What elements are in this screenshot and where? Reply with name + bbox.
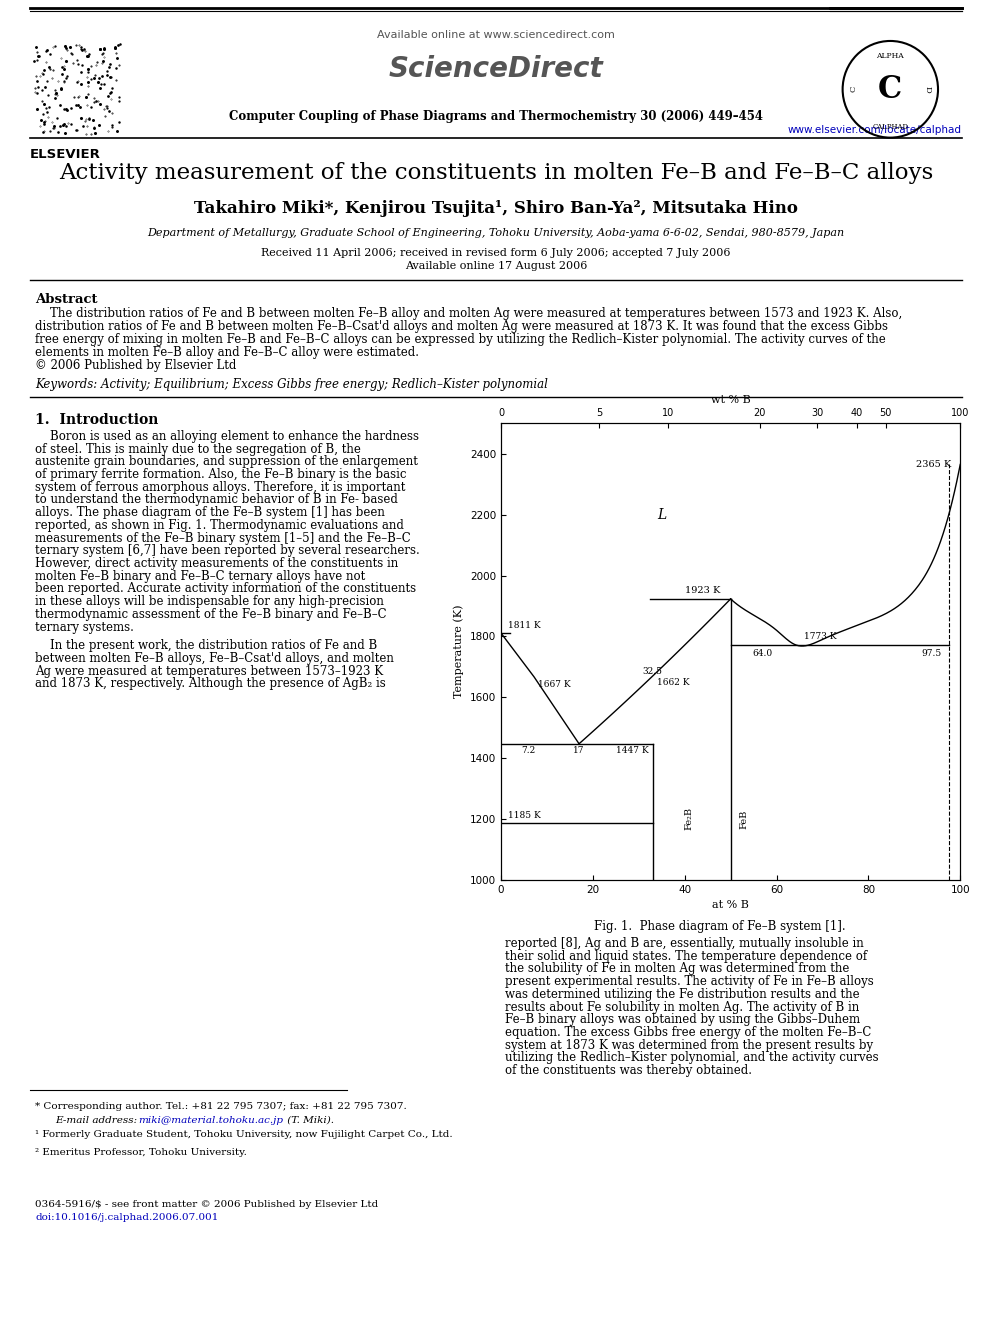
Text: their solid and liquid states. The temperature dependence of: their solid and liquid states. The tempe…	[505, 950, 867, 963]
Text: was determined utilizing the Fe distribution results and the: was determined utilizing the Fe distribu…	[505, 988, 860, 1000]
Text: 1447 K: 1447 K	[616, 746, 649, 755]
Text: In the present work, the distribution ratios of Fe and B: In the present work, the distribution ra…	[35, 639, 377, 652]
Text: ² Emeritus Professor, Tohoku University.: ² Emeritus Professor, Tohoku University.	[35, 1148, 247, 1158]
X-axis label: wt % B: wt % B	[710, 396, 751, 405]
Text: Takahiro Miki*, Kenjirou Tsujita¹, Shiro Ban-Ya², Mitsutaka Hino: Takahiro Miki*, Kenjirou Tsujita¹, Shiro…	[194, 200, 798, 217]
Text: 1185 K: 1185 K	[508, 811, 541, 820]
Text: However, direct activity measurements of the constituents in: However, direct activity measurements of…	[35, 557, 398, 570]
Text: ternary systems.: ternary systems.	[35, 620, 134, 634]
Text: system at 1873 K was determined from the present results by: system at 1873 K was determined from the…	[505, 1039, 873, 1052]
Text: of steel. This is mainly due to the segregation of B, the: of steel. This is mainly due to the segr…	[35, 443, 361, 455]
Text: of the constituents was thereby obtained.: of the constituents was thereby obtained…	[505, 1064, 752, 1077]
Text: the solubility of Fe in molten Ag was determined from the: the solubility of Fe in molten Ag was de…	[505, 962, 849, 975]
Text: © 2006 Published by Elsevier Ltd: © 2006 Published by Elsevier Ltd	[35, 359, 236, 372]
Text: Ag were measured at temperatures between 1573–1923 K: Ag were measured at temperatures between…	[35, 664, 383, 677]
Text: Activity measurement of the constituents in molten Fe–B and Fe–B–C alloys: Activity measurement of the constituents…	[59, 161, 933, 184]
Text: been reported. Accurate activity information of the constituents: been reported. Accurate activity informa…	[35, 582, 416, 595]
Text: 17: 17	[573, 746, 585, 755]
Text: and 1873 K, respectively. Although the presence of AgB₂ is: and 1873 K, respectively. Although the p…	[35, 677, 386, 691]
Text: Received 11 April 2006; received in revised form 6 July 2006; accepted 7 July 20: Received 11 April 2006; received in revi…	[261, 247, 731, 258]
Text: Fe₂B: Fe₂B	[684, 807, 693, 831]
Text: ScienceDirect: ScienceDirect	[389, 56, 603, 83]
Text: free energy of mixing in molten Fe–B and Fe–B–C alloys can be expressed by utili: free energy of mixing in molten Fe–B and…	[35, 333, 886, 347]
Text: Abstract: Abstract	[35, 292, 97, 306]
Text: C: C	[849, 86, 857, 93]
Text: elements in molten Fe–B alloy and Fe–B–C alloy were estimated.: elements in molten Fe–B alloy and Fe–B–C…	[35, 347, 419, 359]
Text: E-mail address:: E-mail address:	[55, 1117, 141, 1125]
Text: The distribution ratios of Fe and B between molten Fe–B alloy and molten Ag were: The distribution ratios of Fe and B betw…	[35, 307, 903, 320]
Text: L: L	[657, 508, 667, 521]
Text: Computer Coupling of Phase Diagrams and Thermochemistry 30 (2006) 449–454: Computer Coupling of Phase Diagrams and …	[229, 110, 763, 123]
Text: system of ferrous amorphous alloys. Therefore, it is important: system of ferrous amorphous alloys. Ther…	[35, 480, 406, 493]
Text: D: D	[924, 86, 931, 93]
Text: ALPHA: ALPHA	[877, 53, 904, 61]
Text: present experimental results. The activity of Fe in Fe–B alloys: present experimental results. The activi…	[505, 975, 874, 988]
Text: 1662 K: 1662 K	[657, 679, 689, 688]
Text: thermodynamic assessment of the Fe–B binary and Fe–B–C: thermodynamic assessment of the Fe–B bin…	[35, 607, 387, 620]
Text: ¹ Formerly Graduate Student, Tohoku University, now Fujilight Carpet Co., Ltd.: ¹ Formerly Graduate Student, Tohoku Univ…	[35, 1130, 452, 1139]
Text: between molten Fe–B alloys, Fe–B–Csat'd alloys, and molten: between molten Fe–B alloys, Fe–B–Csat'd …	[35, 652, 394, 665]
Text: measurements of the Fe–B binary system [1–5] and the Fe–B–C: measurements of the Fe–B binary system […	[35, 532, 411, 545]
Text: 97.5: 97.5	[922, 648, 941, 658]
Text: 1667 K: 1667 K	[538, 680, 570, 689]
Text: 1773 K: 1773 K	[805, 632, 836, 640]
Y-axis label: Temperature (K): Temperature (K)	[453, 605, 464, 699]
Text: of primary ferrite formation. Also, the Fe–B binary is the basic: of primary ferrite formation. Also, the …	[35, 468, 407, 482]
Text: Available online 17 August 2006: Available online 17 August 2006	[405, 261, 587, 271]
Text: austenite grain boundaries, and suppression of the enlargement: austenite grain boundaries, and suppress…	[35, 455, 418, 468]
Text: in these alloys will be indispensable for any high-precision: in these alloys will be indispensable fo…	[35, 595, 384, 609]
Text: * Corresponding author. Tel.: +81 22 795 7307; fax: +81 22 795 7307.: * Corresponding author. Tel.: +81 22 795…	[35, 1102, 407, 1111]
Text: alloys. The phase diagram of the Fe–B system [1] has been: alloys. The phase diagram of the Fe–B sy…	[35, 507, 385, 519]
Text: Department of Metallurgy, Graduate School of Engineering, Tohoku University, Aob: Department of Metallurgy, Graduate Schoo…	[148, 228, 844, 238]
Text: utilizing the Redlich–Kister polynomial, and the activity curves: utilizing the Redlich–Kister polynomial,…	[505, 1052, 879, 1064]
Text: 1.  Introduction: 1. Introduction	[35, 413, 159, 427]
Text: 0364-5916/$ - see front matter © 2006 Published by Elsevier Ltd: 0364-5916/$ - see front matter © 2006 Pu…	[35, 1200, 378, 1209]
Text: equation. The excess Gibbs free energy of the molten Fe–B–C: equation. The excess Gibbs free energy o…	[505, 1025, 871, 1039]
X-axis label: at % B: at % B	[712, 900, 749, 910]
Text: FeB: FeB	[740, 810, 749, 828]
Text: ternary system [6,7] have been reported by several researchers.: ternary system [6,7] have been reported …	[35, 544, 420, 557]
Text: Available online at www.sciencedirect.com: Available online at www.sciencedirect.co…	[377, 30, 615, 40]
Text: 64.0: 64.0	[753, 648, 773, 658]
Text: to understand the thermodynamic behavior of B in Fe- based: to understand the thermodynamic behavior…	[35, 493, 398, 507]
Text: C: C	[878, 74, 903, 105]
Text: CALPHAD: CALPHAD	[872, 123, 909, 131]
Text: reported [8], Ag and B are, essentially, mutually insoluble in: reported [8], Ag and B are, essentially,…	[505, 937, 864, 950]
Text: 1923 K: 1923 K	[685, 586, 721, 595]
Text: ELSEVIER: ELSEVIER	[30, 148, 100, 161]
Text: doi:10.1016/j.calphad.2006.07.001: doi:10.1016/j.calphad.2006.07.001	[35, 1213, 218, 1222]
Text: 1811 K: 1811 K	[508, 622, 541, 630]
Text: 32.5: 32.5	[643, 667, 663, 676]
Text: molten Fe–B binary and Fe–B–C ternary alloys have not: molten Fe–B binary and Fe–B–C ternary al…	[35, 570, 365, 582]
Text: (T. Miki).: (T. Miki).	[284, 1117, 334, 1125]
Text: Fig. 1.  Phase diagram of Fe–B system [1].: Fig. 1. Phase diagram of Fe–B system [1]…	[594, 919, 846, 933]
Text: Boron is used as an alloying element to enhance the hardness: Boron is used as an alloying element to …	[35, 430, 419, 443]
Text: reported, as shown in Fig. 1. Thermodynamic evaluations and: reported, as shown in Fig. 1. Thermodyna…	[35, 519, 404, 532]
Text: distribution ratios of Fe and B between molten Fe–B–Csat'd alloys and molten Ag : distribution ratios of Fe and B between …	[35, 320, 888, 333]
Text: miki@material.tohoku.ac.jp: miki@material.tohoku.ac.jp	[138, 1117, 283, 1125]
Text: Fe–B binary alloys was obtained by using the Gibbs–Duhem: Fe–B binary alloys was obtained by using…	[505, 1013, 860, 1027]
Text: results about Fe solubility in molten Ag. The activity of B in: results about Fe solubility in molten Ag…	[505, 1000, 859, 1013]
Text: 2365 K: 2365 K	[916, 460, 951, 468]
Text: www.elsevier.com/locate/calphad: www.elsevier.com/locate/calphad	[788, 124, 962, 135]
Text: 7.2: 7.2	[521, 746, 536, 755]
Text: Keywords: Activity; Equilibrium; Excess Gibbs free energy; Redlich–Kister polyno: Keywords: Activity; Equilibrium; Excess …	[35, 378, 548, 392]
